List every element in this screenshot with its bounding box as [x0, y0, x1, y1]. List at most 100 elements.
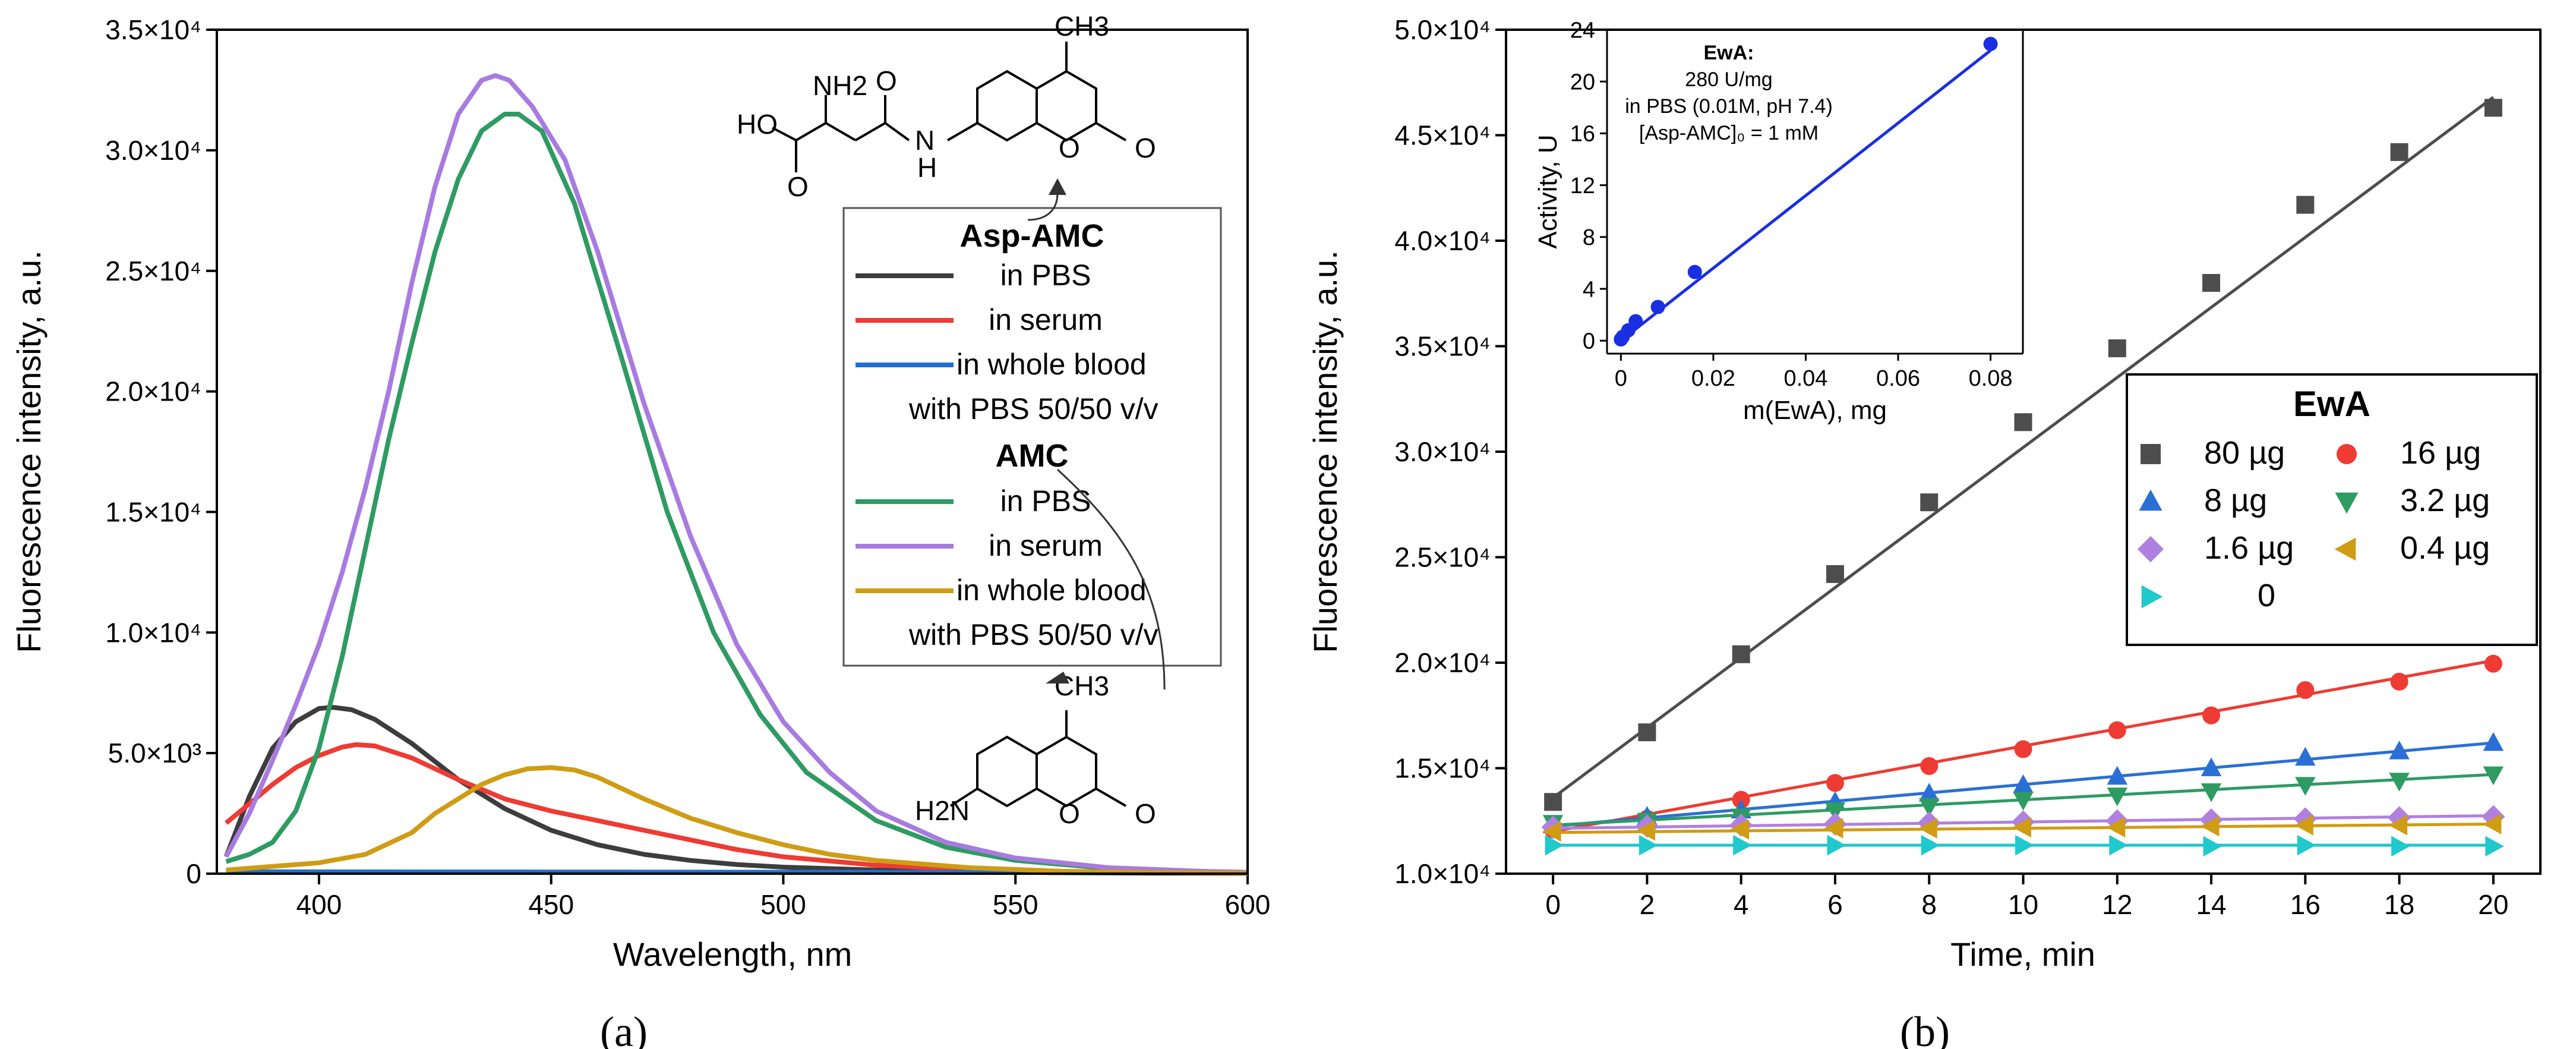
legend-title: EwA [2293, 384, 2370, 424]
y-tick-label: 8 [1583, 225, 1595, 250]
data-point [2483, 732, 2504, 751]
y-tick-label: 1.5×10⁴ [1394, 753, 1491, 784]
data-point [1544, 793, 1562, 811]
x-tick-label: 600 [1225, 889, 1271, 920]
data-point [1826, 774, 1844, 792]
amc-arrow [1056, 468, 1166, 690]
svg-text:O: O [1059, 133, 1080, 163]
data-point [2388, 815, 2408, 836]
data-point [2108, 339, 2126, 358]
data-point [1920, 493, 1939, 512]
asp-arrow [1027, 193, 1059, 221]
x-tick-label: 4 [1734, 889, 1749, 920]
data-point [1824, 818, 1843, 839]
series-7 [1545, 834, 2504, 857]
legend-marker [2337, 444, 2357, 464]
panel-a-series [223, 73, 1248, 876]
panel-b-series [1541, 96, 2505, 857]
panel-b-axes: 0 2 4 6 8 10 12 14 16 18 20 1.0×10⁴ 1.5×10⁴ 2.0×10⁴ 2.… [1394, 14, 2508, 920]
data-point [1639, 834, 1658, 856]
inset-data-point [1628, 314, 1643, 329]
data-point [2106, 817, 2126, 838]
x-tick-label: 500 [760, 889, 806, 920]
y-tick-label: 1.0×10⁴ [1394, 858, 1491, 889]
x-tick-label: 10 [2008, 889, 2038, 920]
data-point [1918, 818, 1937, 839]
fit-line [1552, 96, 2495, 799]
y-tick-label: 3.5×10⁴ [1394, 331, 1491, 362]
data-point [2483, 766, 2504, 786]
asp-amc-structure [772, 42, 1127, 172]
data-point [1918, 783, 1940, 802]
data-point [2390, 672, 2408, 691]
legend-marker [2335, 492, 2359, 514]
x-tick-label: 16 [2290, 889, 2321, 920]
x-tick-label: 2 [1640, 889, 1655, 920]
data-point [1636, 820, 1655, 841]
x-tick-label: 6 [1827, 889, 1843, 920]
x-tick-label: 12 [2102, 889, 2132, 920]
y-tick-label: 2.0×10⁴ [1394, 647, 1491, 678]
legend-box [2126, 373, 2538, 646]
panel-a-axes: 400 450 500 550 600 0 5.0×10³ 1.0×10⁴ 1.5×10⁴ 2.0… [105, 14, 1270, 920]
data-point [1638, 723, 1656, 742]
data-point [2295, 746, 2316, 766]
y-tick-label: 4 [1583, 277, 1595, 302]
x-tick-label: 18 [2384, 889, 2414, 920]
data-point [2482, 814, 2502, 834]
x-tick-label: 20 [2478, 889, 2508, 920]
legend-label: with PBS 50/50 v/v [908, 618, 1158, 651]
svg-text:O: O [876, 65, 897, 96]
data-point [2014, 413, 2032, 431]
series-line-6 [226, 765, 1248, 876]
data-point [2107, 787, 2128, 807]
y-tick-label: 1.5×10⁴ [105, 497, 201, 528]
svg-text:H: H [917, 152, 937, 183]
data-point [1920, 757, 1939, 775]
y-tick-label: 1.0×10⁴ [105, 617, 201, 648]
svg-text:N: N [915, 125, 935, 156]
data-point [2484, 99, 2502, 117]
svg-text:HO: HO [737, 109, 778, 140]
legend-label: 0 [2258, 578, 2275, 613]
data-point [2203, 836, 2223, 857]
series-line-4 [225, 112, 1248, 875]
y-tick-label: 3.0×10⁴ [1394, 436, 1491, 467]
data-point [2201, 783, 2222, 802]
x-tick-label: 0.08 [1969, 366, 2013, 391]
panel-b-xlabel: Time, min [1950, 935, 2095, 973]
x-tick-label: 0.06 [1876, 366, 1920, 391]
data-point [2389, 741, 2410, 760]
asp-arrow-head [1049, 178, 1066, 195]
legend-label: in PBS [1000, 259, 1091, 292]
data-point [2013, 774, 2034, 793]
data-point [1826, 565, 1844, 583]
panel-a-ylabel: Fluorescence intensity, a.u. [10, 250, 48, 653]
panel-a-legend: Asp-AMC in PBS in serum in whole blood with … [842, 207, 1222, 667]
series-6 [1542, 814, 2502, 842]
x-tick-label: 400 [296, 889, 342, 920]
data-point [2389, 773, 2410, 792]
y-tick-label: 5.0×10³ [108, 738, 201, 768]
data-point [2295, 777, 2316, 796]
x-tick-label: 550 [993, 889, 1038, 920]
legend-label: 0.4 µg [2400, 530, 2490, 566]
x-tick-label: 450 [528, 889, 574, 920]
x-tick-label: 14 [2196, 889, 2226, 920]
svg-text:O: O [787, 171, 809, 202]
data-point [2202, 706, 2221, 724]
inset-data-point [1650, 300, 1665, 314]
legend-label: 8 µg [2204, 483, 2267, 518]
svg-text:CH3: CH3 [1055, 11, 1109, 42]
data-point [2484, 654, 2502, 673]
panel-a-caption: (a) [600, 1008, 648, 1049]
legend-group-title: Asp-AMC [960, 218, 1104, 254]
series-line-2 [225, 742, 1248, 876]
y-tick-label: 2.5×10⁴ [105, 256, 201, 286]
y-tick-label: 2.5×10⁴ [1394, 542, 1491, 573]
legend-label: in PBS [1000, 484, 1091, 518]
panel-b-ylabel: Fluorescence intensity, a.u. [1306, 250, 1344, 653]
inset-data-point [1687, 264, 1702, 279]
y-tick-label: 4.0×10⁴ [1394, 225, 1491, 256]
